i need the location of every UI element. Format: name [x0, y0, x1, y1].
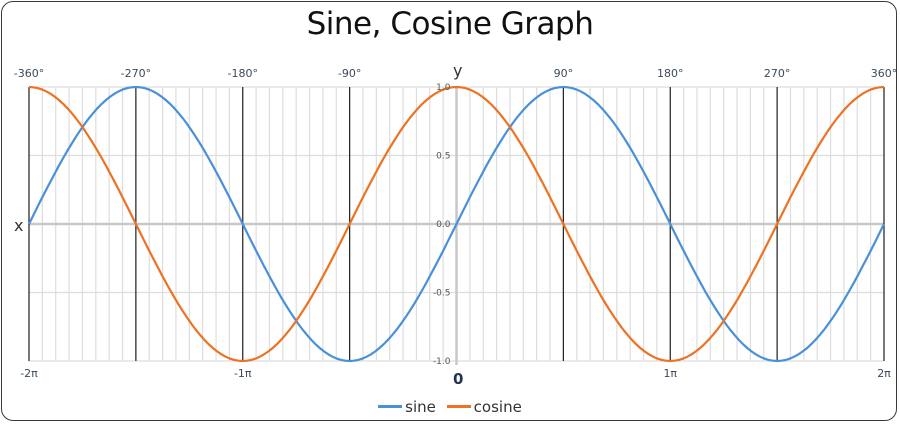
radian-label: -2π [20, 367, 38, 380]
y-tick-labels: 1.0 0.5 0.0 -0.5 -1.0 [433, 83, 451, 367]
cosine-swatch-icon [446, 405, 471, 408]
degree-label: 360° [871, 67, 898, 80]
legend-label-cosine: cosine [473, 397, 522, 416]
y-tick-label: -1.0 [433, 357, 451, 367]
y-tick-label: 0.0 [436, 220, 451, 230]
degree-tick-labels: -360° -270° -180° -90° 90° 180° 270° 360° [14, 67, 897, 80]
y-tick-label: 1.0 [436, 83, 451, 93]
series-lines [28, 85, 885, 363]
cosine-line [28, 85, 885, 363]
degree-label: -180° [228, 67, 258, 80]
radian-label: 2π [877, 367, 891, 380]
legend-item-sine[interactable]: sine [378, 398, 436, 416]
x-axis-name: x [14, 216, 23, 235]
y-tick-label: -0.5 [433, 289, 451, 299]
y-tick-label: 0.5 [436, 152, 450, 162]
axis-labels: x y 0 [14, 61, 463, 388]
degree-label: 90° [554, 67, 574, 80]
degree-label: 270° [764, 67, 791, 80]
degree-label: -270° [121, 67, 151, 80]
legend-item-cosine[interactable]: cosine [446, 397, 522, 416]
y-axis-name: y [453, 61, 462, 80]
chart-title: Sine, Cosine Graph [306, 6, 594, 42]
radian-label: -1π [234, 367, 252, 380]
degree-label: -90° [338, 67, 361, 80]
legend-label-sine: sine [405, 397, 436, 416]
degree-label: -360° [14, 67, 44, 80]
legend: sine cosine [0, 394, 900, 416]
radian-tick-labels: -2π -1π 1π 2π [20, 367, 891, 380]
radian-label: 1π [663, 367, 677, 380]
origin-label: 0 [453, 370, 463, 388]
sine-swatch-icon [378, 405, 403, 408]
degree-label: 180° [657, 67, 684, 80]
sine-line [28, 85, 885, 363]
